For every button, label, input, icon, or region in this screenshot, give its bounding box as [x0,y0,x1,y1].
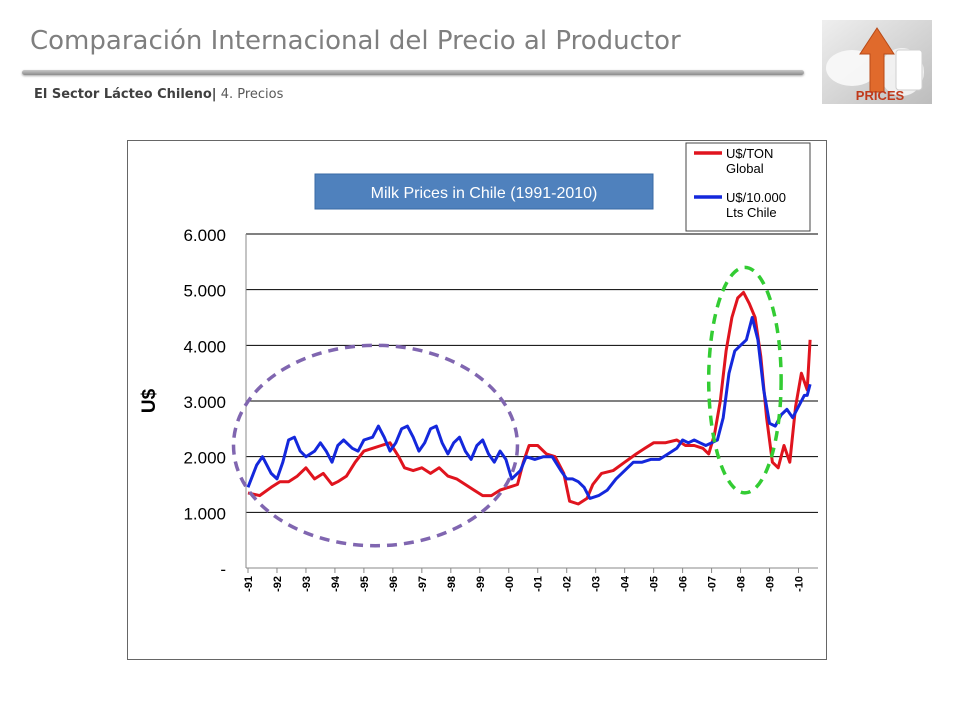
breadcrumb: El Sector Lácteo Chileno| 4. Precios [34,87,283,102]
y-tick-label: 1.000 [183,504,226,523]
chart-container: -1.000 2.000 3.000 4.000 5.000 6.000 -91 -92 -9… [127,140,827,660]
logo-text: PRICES [856,88,905,103]
chart-title-box: Milk Prices in Chile (1991-2010) [314,173,654,210]
page-title: Comparación Internacional del Precio al … [30,26,681,56]
breadcrumb-section: 4. Precios [220,87,284,102]
x-axis-ticks: -91 -92 -93 -94 -95 -96 -97 -98 -99 -00 -01 -02 -03 -… [243,568,806,592]
x-tick-label: -06 [678,576,690,592]
prices-logo: PRICES [822,20,932,104]
x-tick-label: -99 [475,576,487,592]
x-tick-label: -08 [736,576,748,592]
x-tick-label: -09 [765,576,777,592]
x-tick-label: -98 [446,576,458,592]
legend-label: Global [726,161,764,176]
y-tick-label: 4.000 [183,337,226,356]
chart-grid [245,233,818,569]
title-divider [22,70,804,75]
x-tick-label: -05 [649,576,661,592]
x-tick-label: -00 [504,576,516,592]
x-tick-label: -03 [591,576,603,592]
y-axis-ticks: - 1.000 2.000 3.000 4.000 5.000 6.000 [183,226,226,579]
annotation-ellipses [231,265,783,548]
y-tick-label: - [220,560,226,579]
chart-title: Milk Prices in Chile (1991-2010) [371,185,598,202]
y-tick-label: 3.000 [183,393,226,412]
x-tick-label: -07 [707,576,719,592]
y-tick-label: 2.000 [183,449,226,468]
series-line-chile [246,316,812,500]
x-tick-label: -91 [243,576,255,592]
y-tick-label: 6.000 [183,226,226,245]
prices-logo-graphic: PRICES [822,20,932,104]
x-tick-label: -95 [359,576,371,592]
x-tick-label: -93 [301,576,313,592]
x-tick-label: -01 [533,576,545,592]
y-tick-label: 5.000 [183,282,226,301]
x-tick-label: -96 [388,576,400,592]
legend-label: U$/TON [726,146,773,161]
series-lines [246,290,812,506]
x-tick-label: -94 [330,575,342,592]
x-tick-label: -02 [562,576,574,592]
x-tick-label: -92 [272,576,284,592]
x-tick-label: -97 [417,576,429,592]
annotation-ellipse [231,343,520,548]
legend-label: U$/10.000 [726,190,786,205]
x-tick-label: -10 [794,576,806,592]
x-tick-label: -04 [620,575,632,592]
legend-label: Lts Chile [726,205,777,220]
annotation-ellipse [706,265,783,495]
y-axis-label: U$ [139,388,160,413]
breadcrumb-sector: El Sector Lácteo Chileno| [34,87,217,102]
